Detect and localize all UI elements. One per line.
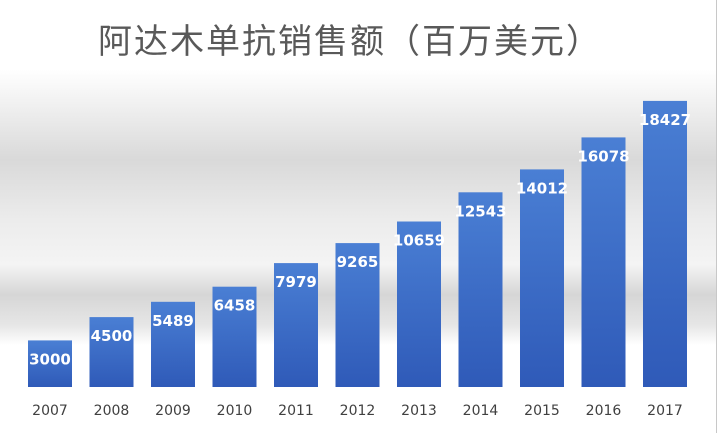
bar-2015 [520,169,564,387]
bar-2007 [28,340,72,387]
data-label-2010: 6458 [214,297,256,315]
bar-2017 [643,100,687,388]
x-tick-2012: 2012 [340,403,376,419]
x-tick-2014: 2014 [463,403,499,419]
x-tick-2007: 2007 [32,403,68,419]
data-label-2013: 10659 [393,232,445,250]
x-tick-2017: 2017 [647,403,683,419]
data-label-2009: 5489 [152,312,194,330]
bar-2010 [212,286,257,387]
data-label-2016: 16078 [577,147,629,165]
data-label-2015: 14012 [516,179,568,197]
bar-2012 [335,243,380,387]
x-tick-2013: 2013 [401,403,437,419]
window-edge [716,0,722,433]
bar-2011 [274,263,318,387]
bar-2008 [89,317,134,387]
data-label-2008: 4500 [91,327,133,345]
data-label-2012: 9265 [337,253,379,271]
bar-2014 [458,192,503,387]
x-tick-2009: 2009 [155,403,191,419]
x-tick-2016: 2016 [586,403,622,419]
bar-2009 [151,301,195,387]
x-tick-2010: 2010 [217,403,253,419]
data-label-2017: 18427 [639,111,691,129]
data-label-2007: 3000 [29,350,71,368]
x-tick-2008: 2008 [94,403,130,419]
bar-2013 [397,221,441,387]
data-label-2014: 12543 [454,202,506,220]
data-label-2011: 7979 [275,273,317,291]
x-tick-2011: 2011 [278,403,314,419]
bar-2016 [581,137,626,387]
x-tick-2015: 2015 [524,403,560,419]
chart-title: 阿达木单抗销售额（百万美元） [98,22,602,62]
